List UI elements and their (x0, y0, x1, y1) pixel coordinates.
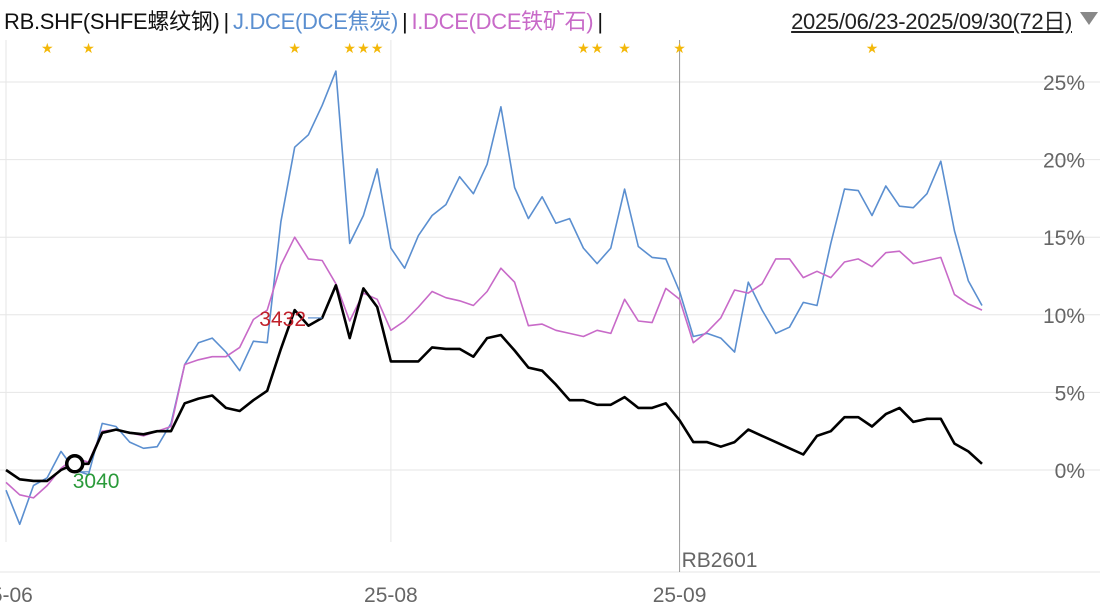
star-icon: ★ (673, 40, 686, 56)
date-range-selector[interactable]: 2025/06/23-2025/09/30(72日) (791, 9, 1072, 34)
legend-separator: | (223, 9, 230, 34)
star-icon: ★ (866, 40, 879, 56)
y-tick-label: 10% (1043, 305, 1085, 328)
star-icon: ★ (41, 40, 54, 56)
legend-separator: | (597, 9, 603, 34)
series-line-rb[interactable] (5, 283, 983, 483)
star-icon: ★ (577, 40, 590, 56)
low-price-label: 3040 (73, 470, 120, 493)
legend-item-rb[interactable]: RB.SHF(SHFE螺纹钢) (4, 9, 220, 34)
y-tick-label: 5% (1055, 382, 1085, 405)
y-tick-label: 20% (1043, 150, 1085, 173)
chart-header: RB.SHF(SHFE螺纹钢) | J.DCE(DCE焦炭) | I.DCE(DCE铁矿… (0, 0, 1108, 36)
star-icon: ★ (357, 40, 370, 56)
x-tick-label: 25-06 (0, 584, 33, 607)
star-icon: ★ (591, 40, 604, 56)
legend-item-i[interactable]: I.DCE(DCE铁矿石) (411, 9, 594, 34)
legend: RB.SHF(SHFE螺纹钢) | J.DCE(DCE焦炭) | I.DCE(DCE铁矿… (4, 4, 607, 36)
star-icon: ★ (618, 40, 631, 56)
legend-item-j[interactable]: J.DCE(DCE焦炭) (232, 9, 399, 34)
series-line-j[interactable] (5, 70, 983, 526)
triangle-down-icon[interactable] (1080, 12, 1098, 25)
star-icon: ★ (82, 40, 95, 56)
high-price-label: 3432 (259, 308, 306, 331)
x-tick-label: 25-09 (653, 584, 707, 607)
star-icon: ★ (343, 40, 356, 56)
star-icon: ★ (288, 40, 301, 56)
star-icon: ★ (371, 40, 384, 56)
legend-separator: | (402, 9, 408, 34)
y-tick-label: 0% (1055, 460, 1085, 483)
y-tick-label: 25% (1043, 72, 1085, 95)
contract-roll-label: RB2601 (682, 549, 758, 572)
y-tick-label: 15% (1043, 227, 1085, 250)
series-line-i[interactable] (5, 236, 983, 499)
circle-marker-icon[interactable] (64, 454, 85, 474)
x-tick-label: 25-08 (364, 584, 418, 607)
